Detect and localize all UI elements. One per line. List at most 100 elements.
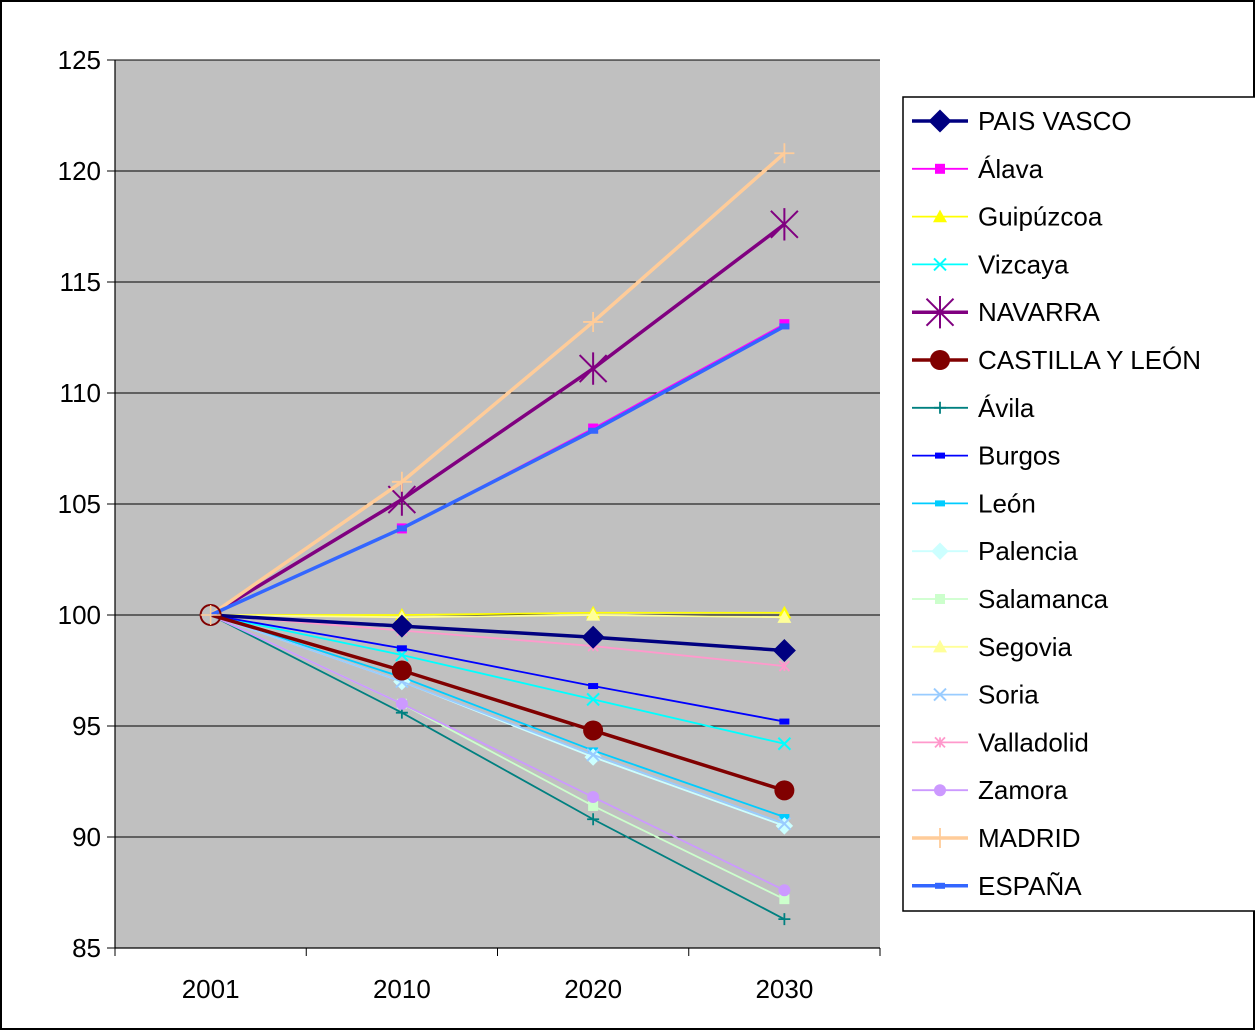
legend-item: Álava (912, 154, 1044, 184)
data-point (935, 163, 945, 174)
data-point (779, 894, 790, 905)
data-point (934, 736, 946, 749)
data-point (587, 813, 600, 826)
data-point (581, 625, 605, 649)
data-point (928, 109, 952, 133)
legend-item: PAIS VASCO (912, 106, 1132, 136)
legend-item: Soria (912, 680, 1039, 710)
data-point (779, 718, 790, 725)
series-pais-vasco (210, 613, 796, 663)
series-line (210, 614, 785, 667)
legend-item: Vizcaya (912, 249, 1069, 279)
data-point (586, 692, 600, 707)
series-layer (199, 143, 799, 926)
y-tick-label: 85 (72, 933, 101, 963)
y-tick-label: 105 (58, 489, 101, 519)
data-point (930, 828, 950, 848)
series-line (210, 613, 785, 653)
data-point (778, 884, 791, 897)
series-castilla-y-le-n (210, 613, 795, 801)
series-line (210, 611, 785, 616)
legend-label: Ávila (978, 393, 1035, 423)
series-madrid (209, 143, 795, 617)
data-point (933, 639, 947, 653)
legend-label: ESPAÑA (978, 871, 1082, 901)
data-point (583, 311, 604, 332)
legend-label: Valladolid (978, 727, 1089, 757)
series-espa-a (209, 323, 790, 617)
legend-label: Guipúzcoa (978, 202, 1103, 232)
series-line (210, 614, 785, 920)
series-line (210, 614, 785, 818)
data-point (586, 608, 601, 621)
x-tick-label: 2001 (182, 974, 240, 1004)
series-line (210, 613, 785, 793)
data-point (934, 784, 946, 797)
data-point (935, 594, 945, 604)
legend: PAIS VASCO Álava Guipúzcoa Vizcaya NAVARRA CA… (902, 96, 1255, 912)
data-point (778, 913, 791, 926)
data-point (391, 660, 412, 681)
series-line (210, 614, 785, 825)
legend-item: Burgos (912, 441, 1060, 471)
data-point (935, 500, 945, 507)
data-point (933, 209, 947, 223)
series-line (210, 614, 785, 723)
y-tick-label: 95 (72, 711, 101, 741)
legend-label: Álava (978, 154, 1044, 184)
legend-item: Valladolid (912, 727, 1089, 757)
legend-label: MADRID (978, 823, 1081, 853)
legend-label: Salamanca (978, 584, 1109, 614)
series--vila (210, 614, 791, 926)
data-point (390, 614, 414, 638)
legend-label: León (978, 488, 1036, 518)
x-tick-label: 2010 (373, 974, 431, 1004)
y-tick-label: 120 (58, 156, 101, 186)
series-line (210, 614, 785, 745)
origin-marker (199, 604, 222, 626)
y-tick-label: 90 (72, 822, 101, 852)
series-line (209, 324, 786, 617)
series-line (210, 614, 785, 619)
data-point (583, 720, 604, 741)
y-tick-label: 125 (58, 45, 101, 75)
legend-label: Vizcaya (978, 249, 1069, 279)
legend-item: Salamanca (912, 584, 1109, 614)
data-point (770, 208, 799, 241)
data-point (778, 660, 791, 672)
legend-item: León (912, 488, 1036, 518)
legend-label: Palencia (978, 536, 1078, 566)
legend-item: MADRID (912, 823, 1081, 853)
series-navarra (209, 208, 799, 617)
legend-item: NAVARRA (912, 296, 1100, 329)
data-point (933, 687, 947, 702)
y-tick-label: 115 (60, 267, 101, 297)
legend-label: Segovia (978, 632, 1072, 662)
data-point (774, 780, 795, 801)
origin-cross (200, 605, 221, 625)
gridlines (115, 59, 880, 838)
data-point (925, 296, 955, 329)
data-point (933, 257, 947, 272)
legend-label: PAIS VASCO (978, 106, 1132, 136)
data-point (931, 542, 949, 560)
series-burgos (210, 614, 790, 725)
y-tick-label: 100 (58, 600, 101, 630)
data-point (777, 816, 792, 831)
x-axis-ticks: 2001 2010 2020 2030 (114, 948, 881, 1004)
y-axis-ticks: 85 90 95 100 105 110 115 120 125 (58, 45, 115, 963)
x-tick-label: 2020 (564, 974, 622, 1004)
data-point (774, 143, 795, 164)
series-line (209, 222, 786, 617)
legend-item: ESPAÑA (912, 871, 1082, 901)
legend-item: CASTILLA Y LEÓN (912, 345, 1201, 375)
legend-item: Ávila (912, 393, 1035, 423)
legend-label: Burgos (978, 441, 1060, 471)
data-point (779, 814, 790, 821)
legend-label: CASTILLA Y LEÓN (978, 345, 1201, 375)
data-point (935, 882, 945, 889)
legend-item: Guipúzcoa (912, 202, 1103, 232)
data-point (391, 471, 412, 492)
series-line (209, 151, 786, 617)
